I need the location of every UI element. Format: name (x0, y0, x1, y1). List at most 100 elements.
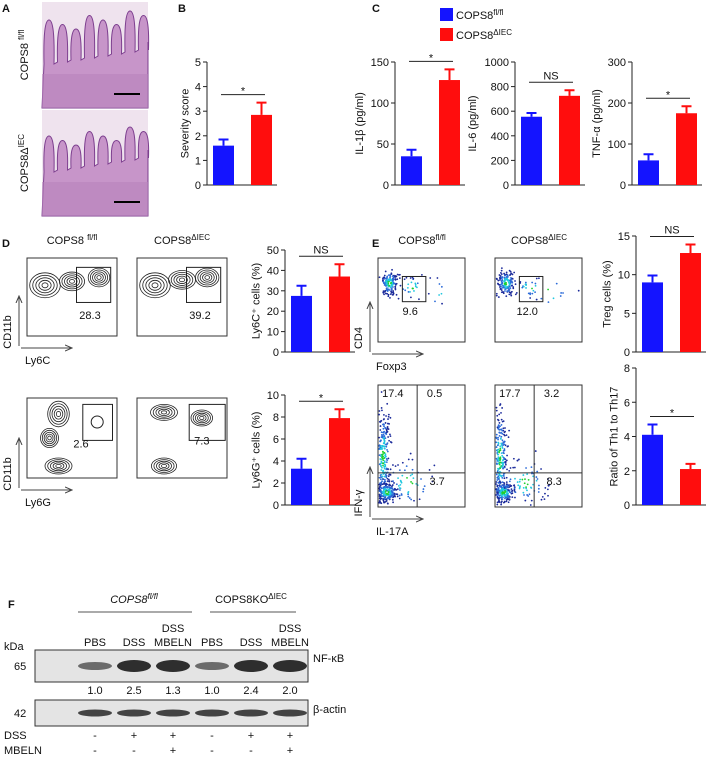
event-dot (390, 284, 393, 287)
band (195, 709, 229, 717)
event-dot (508, 491, 511, 494)
event-dot (386, 426, 389, 429)
event-dot (387, 293, 390, 296)
event-dot (501, 498, 504, 500)
event-dot (380, 460, 383, 463)
event-dot (510, 492, 513, 495)
event-dot (394, 278, 397, 280)
y-tick-label: 600 (491, 106, 509, 118)
event-dot (506, 468, 508, 471)
y-tick-label: 4 (195, 82, 201, 94)
event-dot (555, 282, 558, 285)
contour (195, 267, 220, 288)
event-dot (383, 482, 386, 485)
event-dot (396, 273, 399, 276)
gate (401, 275, 427, 303)
event-dot (501, 291, 504, 293)
event-dot (398, 494, 401, 497)
event-dot (408, 497, 411, 499)
event-dot (528, 493, 531, 496)
group-label: COPS8KOΔIEC (215, 592, 287, 606)
event-dot (504, 430, 506, 433)
event-dot (514, 496, 516, 499)
gate-value: 39.2 (189, 310, 210, 322)
bar (642, 434, 663, 505)
event-dot (378, 483, 381, 486)
event-dot (395, 293, 398, 296)
event-dot (497, 493, 500, 496)
event-dot (529, 504, 532, 506)
event-dot (380, 462, 383, 464)
event-dot (503, 487, 506, 489)
event-dot (496, 503, 499, 506)
ratio-label: 2.0 (282, 685, 297, 697)
significance-label: NS (543, 70, 558, 82)
event-dot (411, 473, 414, 476)
event-dot (387, 436, 390, 438)
event-dot (389, 416, 392, 419)
event-dot (525, 487, 528, 490)
event-dot (440, 292, 443, 295)
bar (251, 114, 272, 185)
event-dot (382, 291, 385, 294)
event-dot (514, 283, 517, 286)
event-dot (513, 271, 516, 274)
event-dot (381, 409, 383, 412)
column-title: COPS8ΔIEC (511, 233, 567, 247)
event-dot (503, 440, 506, 443)
event-dot (383, 447, 386, 450)
event-dot (390, 272, 393, 275)
event-dot (518, 480, 521, 483)
event-dot (422, 490, 425, 493)
row-label-sup: IEC (17, 134, 26, 148)
y-tick-label: 0 (273, 500, 279, 512)
event-dot (502, 420, 505, 423)
event-dot (501, 477, 504, 479)
y-tick-label: 6 (273, 434, 279, 446)
event-dot (499, 279, 501, 281)
gate (186, 266, 222, 303)
event-dot (382, 418, 385, 421)
event-dot (381, 495, 383, 498)
event-dot (386, 292, 389, 295)
event-dot (385, 461, 388, 464)
event-dot (498, 434, 501, 437)
event-dot (382, 423, 385, 426)
event-dot (536, 478, 539, 480)
event-dot (538, 277, 540, 280)
contour (94, 273, 104, 282)
gate-value: 28.3 (79, 310, 100, 322)
contour (59, 271, 86, 292)
event-dot (503, 484, 506, 487)
event-dot (378, 413, 380, 416)
event-dot (506, 454, 508, 457)
event-dot (512, 286, 515, 288)
event-dot (387, 413, 390, 416)
event-dot (394, 287, 397, 290)
contour (202, 273, 213, 282)
error-bar (564, 89, 575, 96)
event-dot (504, 274, 506, 277)
marker-label: 42 (14, 708, 26, 720)
event-dot (381, 436, 384, 439)
event-dot (508, 283, 511, 286)
event-dot (503, 477, 506, 480)
event-dot (385, 486, 388, 489)
event-dot (507, 492, 509, 495)
event-dot (380, 464, 382, 467)
event-dot (410, 296, 412, 299)
y-tick-label: 8 (273, 412, 279, 424)
event-dot (500, 428, 503, 431)
event-dot (535, 277, 538, 280)
event-dot (505, 459, 508, 462)
event-dot (434, 300, 436, 303)
event-dot (505, 476, 508, 479)
contour (50, 460, 68, 472)
event-dot (532, 483, 535, 486)
event-dot (411, 482, 414, 485)
ratio-label: 1.0 (87, 685, 102, 697)
y-tick-label: 50 (267, 245, 279, 257)
event-dot (381, 475, 384, 478)
event-dot (525, 287, 527, 289)
y-tick-label: 0 (624, 500, 630, 512)
